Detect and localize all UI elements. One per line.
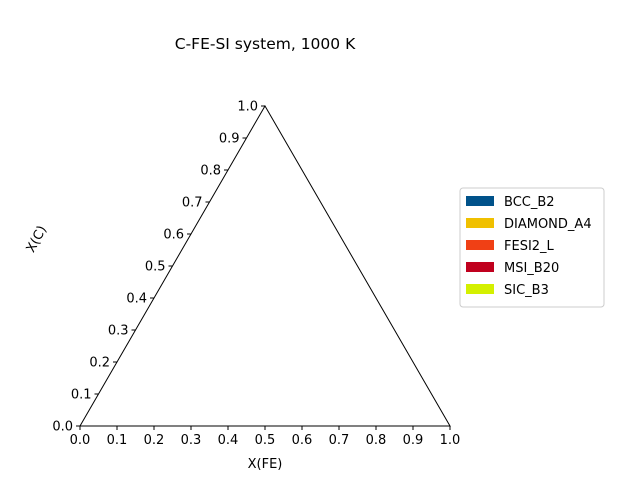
y-tick-label: 0.5 [145,260,166,275]
legend-swatch [466,284,494,294]
legend-frame [459,187,605,308]
x-tick-label: 0.3 [181,433,202,448]
legend: BCC_B2 DIAMOND_A4 FESI2_L MSI_B20 SIC_B3 [459,187,605,308]
ternary-triangle-outline [79,105,451,427]
legend-swatch [466,218,494,228]
x-axis-ticks: 0.0 0.1 0.2 0.3 0.4 0.5 0.6 0.7 0.8 0.9 1.0 [70,426,461,448]
legend-label: SIC_B3 [504,283,549,298]
y-axis-ticks: 0.0 0.1 0.2 0.3 0.4 0.5 0.6 0.7 0.8 0.9 1.0 [52,100,265,435]
legend-label: FESI2_L [504,239,555,254]
x-tick-label: 0.7 [329,433,350,448]
y-tick-label: 0.1 [71,388,92,403]
x-tick-label: 0.0 [70,433,91,448]
legend-swatch [466,262,494,272]
y-tick-label: 0.4 [126,292,147,307]
y-tick-label: 0.2 [89,356,110,371]
y-tick-label: 0.0 [52,420,73,435]
x-tick-label: 0.1 [107,433,128,448]
x-tick-label: 0.2 [144,433,165,448]
x-axis-label: X(FE) [248,457,283,472]
y-tick-label: 0.9 [219,132,240,147]
x-tick-label: 0.4 [218,433,239,448]
x-tick-label: 0.9 [403,433,424,448]
x-tick-label: 1.0 [440,433,461,448]
legend-swatch [466,196,494,206]
legend-label: MSI_B20 [504,261,559,276]
legend-label: BCC_B2 [504,195,555,210]
legend-swatch [466,240,494,250]
y-tick-label: 1.0 [237,100,258,115]
y-tick-label: 0.7 [182,196,203,211]
y-tick-label: 0.8 [200,164,221,179]
y-axis-label: X(C) [24,223,50,255]
legend-label: DIAMOND_A4 [504,217,592,232]
y-tick-label: 0.6 [163,228,184,243]
x-tick-label: 0.5 [255,433,276,448]
chart-title: C-FE-SI system, 1000 K [175,35,356,53]
x-tick-label: 0.6 [292,433,313,448]
x-tick-label: 0.8 [366,433,387,448]
y-tick-label: 0.3 [108,324,129,339]
